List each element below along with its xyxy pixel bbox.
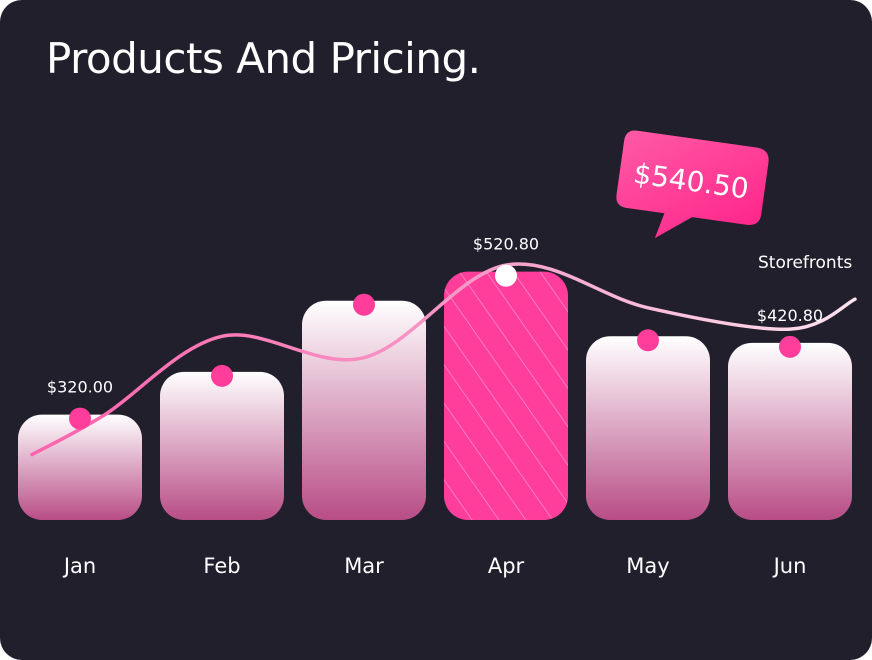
value-label-jan: $320.00 — [47, 378, 113, 397]
bar-mar — [302, 300, 426, 520]
bar-dot-jun — [779, 335, 801, 358]
bar-dot-feb — [211, 364, 233, 387]
x-tick-jan: Jan — [62, 554, 96, 578]
bar-dot-mar — [353, 293, 375, 316]
x-tick-jun: Jun — [772, 554, 807, 578]
value-label-jun: $420.80 — [757, 306, 823, 325]
x-tick-may: May — [626, 554, 669, 578]
page-title: Products And Pricing. — [46, 34, 481, 83]
bar-dot-apr — [495, 264, 517, 287]
storefronts-line — [30, 262, 857, 457]
bar-dot-jan — [69, 407, 91, 430]
x-tick-feb: Feb — [203, 554, 240, 578]
bar-dot-may — [637, 329, 659, 352]
series-label: Storefronts — [758, 253, 852, 273]
bar-apr — [444, 271, 568, 520]
bar-jan — [18, 414, 142, 520]
bar-may — [586, 336, 710, 520]
x-tick-mar: Mar — [344, 554, 384, 578]
bar-feb — [160, 371, 284, 520]
x-tick-apr: Apr — [488, 554, 525, 578]
price-callout: $540.50 — [616, 130, 769, 239]
value-label-apr: $520.80 — [473, 235, 539, 254]
bar-jun — [728, 342, 852, 520]
